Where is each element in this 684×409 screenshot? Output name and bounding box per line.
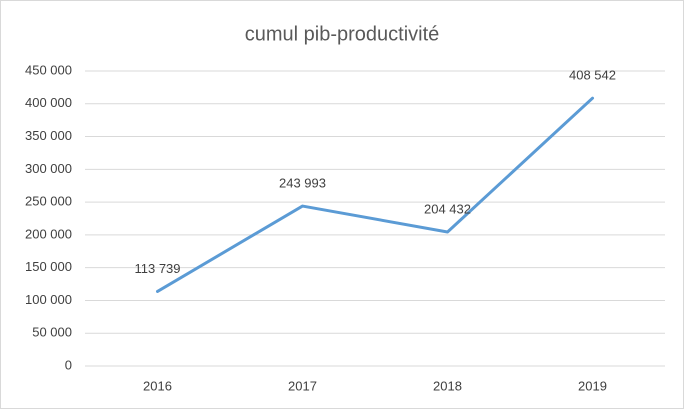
y-tick-label: 100 000 [25,292,72,307]
y-tick-label: 250 000 [25,194,72,209]
y-tick-label: 350 000 [25,128,72,143]
data-label: 408 542 [569,68,616,83]
data-label: 243 993 [279,175,326,190]
y-tick-label: 50 000 [32,325,72,340]
x-tick-label: 2017 [288,378,317,393]
chart-title: cumul pib-productivité [245,23,440,45]
x-tick-label: 2018 [433,378,462,393]
data-label: 204 432 [424,201,471,216]
y-tick-label: 150 000 [25,259,72,274]
y-tick-label: 300 000 [25,161,72,176]
y-tick-label: 400 000 [25,95,72,110]
data-line [156,96,594,293]
x-tick-label: 2016 [143,378,172,393]
y-tick-label: 200 000 [25,226,72,241]
data-label: 113 739 [134,261,180,276]
y-tick-label: 0 [65,357,72,372]
y-tick-label: 450 000 [25,62,72,77]
x-tick-label: 2019 [578,378,607,393]
